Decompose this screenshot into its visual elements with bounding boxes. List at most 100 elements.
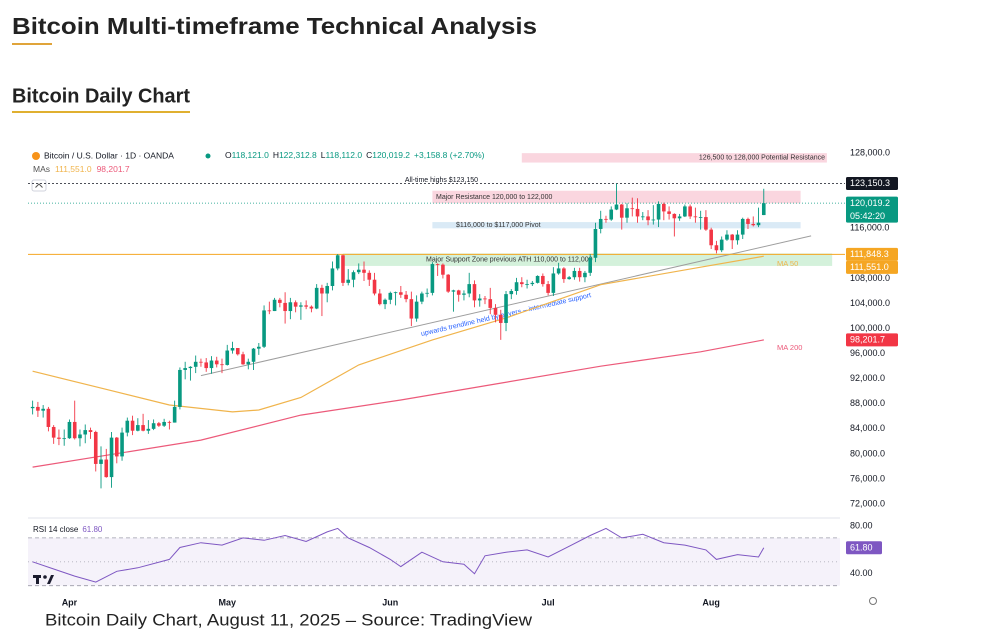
y-tick-label: 72,000.0 [850,498,885,508]
candle-body [188,366,193,369]
candle-body [709,229,713,246]
candle-body [493,307,498,315]
zone [342,253,833,266]
price-tag [846,333,898,347]
candle-body [157,423,161,426]
collapse-icon [35,183,43,188]
candle-body [193,361,198,367]
ohlc-value: 122,312.8 [279,150,317,160]
candle-body [456,290,461,295]
candle-body [504,294,508,323]
candle-body [351,272,356,280]
candle-body [372,279,377,294]
candle-body [756,222,761,226]
candle-body [309,306,314,309]
price-tag [846,196,898,223]
candle-body [446,274,450,292]
price-tag-label: 111,551.0 [850,262,889,272]
candle-body [104,459,109,478]
zone-label: Major Support Zone previous ATH 110,000 … [426,257,593,264]
logo-part [43,575,47,579]
candle-body [78,434,82,439]
price-tag [846,177,898,191]
candle-body [272,299,277,312]
moving-average [32,339,764,468]
candle-body [220,364,224,366]
zone [521,153,827,163]
candle-body [530,282,535,285]
candle-body [583,272,587,278]
candle-body [462,293,466,295]
candle-body [136,425,140,431]
candle-body [640,216,645,218]
candle-body [383,299,387,305]
candle-body [451,290,456,292]
candle-body [567,277,571,280]
candle-body [672,213,677,219]
ohlc-legend: O118,121.0 H122,312.8 L118,112.0 C120,019.2… [225,150,485,160]
candle-body [246,361,251,365]
candle-body [562,268,566,280]
candle-body [172,406,177,423]
candle-body [441,264,445,275]
caption: Bitcoin Daily Chart, August 11, 2025 – S… [45,610,533,629]
y-tick-label: 92,000.0 [850,373,885,383]
candle-body [146,428,151,431]
x-tick-label: Jul [542,597,555,607]
candle-body [62,438,66,440]
candle-body [293,302,298,307]
candle-body [356,269,361,273]
candle-body [367,272,372,280]
candle-body [520,282,524,285]
candle-body [730,234,735,241]
candle-body [704,217,708,230]
candle-body [57,437,61,439]
rsi-tick-label: 80.00 [850,520,873,530]
x-tick-label: May [218,597,236,607]
moving-average [32,255,764,413]
candle-body [735,234,740,241]
candle-body [162,421,166,426]
rsi-tag [846,541,882,555]
settings-icon[interactable] [869,597,877,605]
candle-body [577,270,582,278]
candle-body [477,298,482,301]
candle-body [630,208,635,210]
y-tick-label: 100,000.0 [850,323,890,333]
candle-body [693,216,698,218]
candle-body [230,348,235,351]
candle-body [667,211,671,214]
ohlc-value: 120,019.2 [372,150,410,160]
candle-body [551,273,556,293]
candle-body [399,292,403,295]
candle-body [604,218,608,220]
collapse-button[interactable] [31,179,47,192]
candle-body [120,432,124,457]
candle-body [330,268,335,286]
y-tick-label: 88,000.0 [850,398,885,408]
candle-body [346,279,351,283]
candle-body [725,234,729,240]
y-tick-label: 104,000.0 [850,298,890,308]
candle-body [541,275,545,285]
candle-body [377,293,382,305]
candle-body [598,218,603,229]
zone-label: 126,500 to 128,000 Potential Resistance [699,155,825,162]
candle-body [614,204,619,210]
candle-body [404,294,408,300]
candle-body [556,268,561,274]
price-tag-label: 98,201.7 [850,335,885,345]
title-underline [12,43,52,45]
candle-body [304,305,308,307]
ma-legend-value: 111,551.0 [55,164,92,174]
candle-body [36,406,40,411]
candle-body [209,360,214,369]
ohlc-key: C [366,150,372,160]
candle-body [314,287,319,309]
candle-body [362,269,366,273]
x-tick-label: Aug [702,597,720,607]
ohlc-key: H [273,150,279,160]
candle-body [656,203,661,220]
candle-body [167,421,172,423]
candle-body [746,218,750,224]
